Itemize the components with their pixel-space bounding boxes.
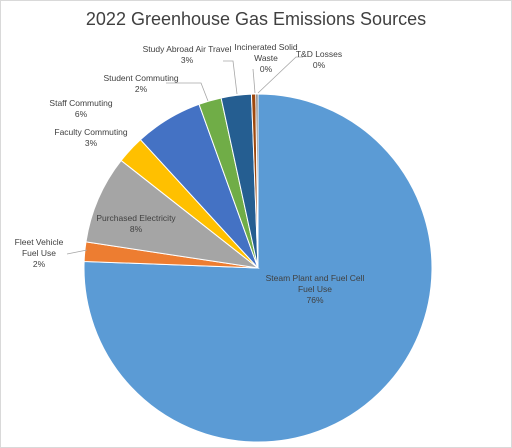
- slice-name: Steam Plant and Fuel Cell Fuel Use: [265, 273, 365, 294]
- slice-name: Student Commuting: [103, 73, 179, 83]
- slice-label: Study Abroad Air Travel 3%: [132, 44, 242, 66]
- leader-line: [257, 56, 303, 94]
- slice-value-label: 0%: [312, 60, 326, 70]
- slice-value-label: 6%: [74, 109, 88, 119]
- leader-line: [166, 82, 209, 102]
- chart-title: 2022 Greenhouse Gas Emissions Sources: [85, 9, 427, 29]
- slice-value-label: 0%: [259, 64, 273, 74]
- slice-value-label: 3%: [180, 55, 194, 65]
- leader-line: [66, 249, 88, 255]
- slice-name: Purchased Electricity: [96, 213, 176, 223]
- leader-line: [252, 68, 256, 94]
- slice-value-label: 2%: [32, 259, 46, 269]
- slice-label: Staff Commuting 6%: [36, 98, 126, 120]
- slice-name: Study Abroad Air Travel: [142, 44, 232, 54]
- slice-label: Incinerated Solid Waste 0%: [230, 42, 302, 75]
- slice-label: Fleet Vehicle Fuel Use 2%: [8, 237, 70, 270]
- slice-label: Steam Plant and Fuel Cell Fuel Use 76%: [259, 273, 371, 306]
- pie-slice: [255, 93, 259, 269]
- slice-name: Staff Commuting: [49, 98, 113, 108]
- slice-label: Purchased Electricity 8%: [81, 213, 191, 235]
- slices: [83, 93, 433, 443]
- slice-value-label: 76%: [306, 295, 324, 305]
- slice-label: Faculty Commuting 3%: [41, 127, 141, 149]
- slice-value-label: 8%: [129, 224, 143, 234]
- leader-lines: [66, 56, 303, 255]
- slice-name: T&D Losses: [295, 49, 343, 59]
- slice-label: T&D Losses 0%: [284, 49, 354, 71]
- slice-value-label: 2%: [134, 84, 148, 94]
- slice-label: Student Commuting 2%: [96, 73, 186, 95]
- slice-name: Fleet Vehicle Fuel Use: [14, 237, 64, 258]
- leader-line: [223, 60, 238, 95]
- slice-name: Faculty Commuting: [54, 127, 128, 137]
- slice-name: Incinerated Solid Waste: [234, 42, 298, 63]
- slice-value-label: 3%: [84, 138, 98, 148]
- pie-slice: [85, 159, 260, 269]
